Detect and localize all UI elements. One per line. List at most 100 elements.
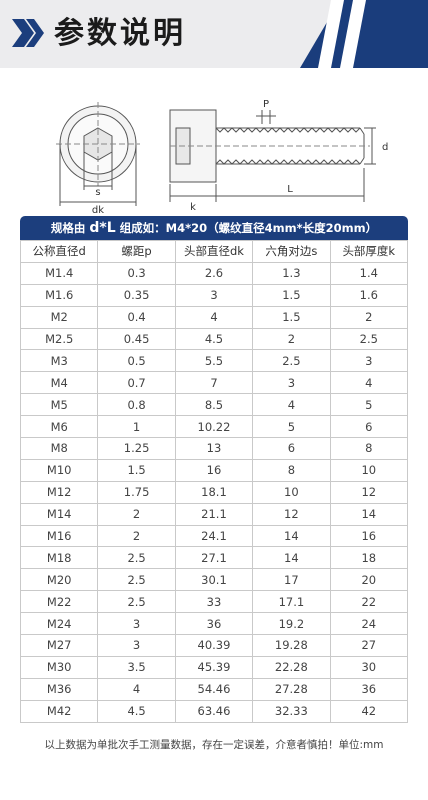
table-cell: 8 xyxy=(252,458,331,482)
table-cell: M2.5 xyxy=(19,327,99,351)
spec-formula: d*L xyxy=(89,220,116,236)
table-cell: 14 xyxy=(252,524,331,548)
column-header: 公称直径d xyxy=(19,240,99,263)
table-cell: M1.6 xyxy=(19,283,99,307)
table-cell: M1.4 xyxy=(19,261,99,285)
table-cell: 6 xyxy=(252,437,331,460)
table-cell: 0.3 xyxy=(97,261,176,285)
table-cell: 16 xyxy=(329,524,409,548)
table-cell: 4 xyxy=(252,393,331,417)
spec-bar: 规格由 d*L 组成如：M4*20（螺纹直径4mm*长度20mm） xyxy=(20,216,408,240)
table-row: M1.6 0.35 3 1.5 1.6 xyxy=(19,283,409,307)
table-cell: M18 xyxy=(19,546,99,570)
table-row: M1.4 0.3 2.6 1.3 1.4 xyxy=(19,261,409,285)
parameter-table-section: 规格由 d*L 组成如：M4*20（螺纹直径4mm*长度20mm） 公称直径d 螺… xyxy=(19,216,409,723)
table-cell: M16 xyxy=(19,524,99,548)
table-cell: 2.5 xyxy=(329,327,409,351)
table-cell: 1.25 xyxy=(97,437,176,460)
table-cell: 8.5 xyxy=(174,393,254,417)
table-cell: 1.5 xyxy=(252,283,331,307)
table-cell: 3 xyxy=(329,349,409,373)
table-cell: 1.4 xyxy=(329,261,409,285)
table-cell: 8 xyxy=(329,437,409,460)
table-cell: 27.1 xyxy=(174,546,254,570)
table-cell: 2.5 xyxy=(252,349,331,373)
table-cell: 2.5 xyxy=(97,590,176,614)
table-cell: 1.5 xyxy=(97,458,176,482)
table-cell: 12 xyxy=(329,480,409,504)
table-cell: 20 xyxy=(329,568,409,592)
table-cell: M42 xyxy=(19,699,99,723)
table-cell: 3 xyxy=(174,283,254,307)
parameter-table: 公称直径d 螺距p 头部直径dk 六角对边s 头部厚度k M1.4 0.3 2.6 1.3 1.… xyxy=(19,240,409,723)
table-cell: M10 xyxy=(19,458,99,482)
table-cell: 17 xyxy=(252,568,331,592)
table-row: M5 0.8 8.5 4 5 xyxy=(19,393,409,417)
table-cell: 6 xyxy=(329,415,409,439)
table-cell: 54.46 xyxy=(174,677,254,701)
table-cell: 30 xyxy=(329,655,409,679)
table-row: M4 0.7 7 3 4 xyxy=(19,371,409,395)
table-cell: 10 xyxy=(329,458,409,482)
table-row: M18 2.5 27.1 14 18 xyxy=(19,546,409,570)
table-cell: 0.35 xyxy=(97,283,176,307)
table-cell: 5 xyxy=(252,415,331,439)
table-row: M2.5 0.45 4.5 2 2.5 xyxy=(19,327,409,351)
table-cell: M6 xyxy=(19,415,99,439)
table-cell: 36 xyxy=(329,677,409,701)
table-cell: 63.46 xyxy=(174,699,254,723)
double-chevron-icon xyxy=(12,19,44,47)
table-cell: 4.5 xyxy=(174,327,254,351)
table-cell: 3 xyxy=(252,371,331,395)
table-cell: 0.5 xyxy=(97,349,176,373)
header-banner: 参数说明 xyxy=(0,0,428,68)
table-cell: 3.5 xyxy=(97,655,176,679)
table-cell: M36 xyxy=(19,677,99,701)
table-row: M14 2 21.1 12 14 xyxy=(19,502,409,526)
table-cell: M20 xyxy=(19,568,99,592)
footnote: 以上数据为单批次手工测量数据，存在一定误差，介意者慎拍！单位:mm xyxy=(44,739,384,751)
table-cell: 0.45 xyxy=(97,327,176,351)
spec-example: 组成如：M4*20（螺纹直径4mm*长度20mm） xyxy=(119,221,378,235)
table-cell: 1.75 xyxy=(97,480,176,504)
table-cell: 36 xyxy=(174,612,254,636)
table-cell: 19.2 xyxy=(252,612,331,636)
table-cell: M2 xyxy=(19,305,99,329)
table-row: M2 0.4 4 1.5 2 xyxy=(19,305,409,329)
table-cell: 2.5 xyxy=(97,546,176,570)
table-cell: 40.39 xyxy=(174,634,254,657)
table-cell: 24.1 xyxy=(174,524,254,548)
table-cell: 1.3 xyxy=(252,261,331,285)
table-row: M30 3.5 45.39 22.28 30 xyxy=(19,655,409,679)
table-cell: 1.5 xyxy=(252,305,331,329)
spec-prefix: 规格由 xyxy=(50,221,86,235)
table-cell: 18 xyxy=(329,546,409,570)
table-cell: 0.4 xyxy=(97,305,176,329)
table-cell: 32.33 xyxy=(252,699,331,723)
screw-technical-drawing: s dk P d k L xyxy=(56,99,388,216)
table-cell: 10.22 xyxy=(174,415,254,439)
table-cell: 3 xyxy=(97,634,176,657)
column-header: 头部直径dk xyxy=(174,240,254,263)
l-label: L xyxy=(287,184,293,195)
table-cell: 14 xyxy=(252,546,331,570)
table-cell: 4 xyxy=(329,371,409,395)
table-cell: 21.1 xyxy=(174,502,254,526)
column-header: 头部厚度k xyxy=(329,240,409,263)
table-cell: 2 xyxy=(97,524,176,548)
table-cell: 1 xyxy=(97,415,176,439)
table-cell: M22 xyxy=(19,590,99,614)
table-body: M1.4 0.3 2.6 1.3 1.4 M1.6 0.35 3 1.5 1.6 M2 0.4 4 1.5… xyxy=(19,261,409,723)
table-cell: 30.1 xyxy=(174,568,254,592)
front-view xyxy=(56,102,140,206)
table-cell: 33 xyxy=(174,590,254,614)
table-cell: 17.1 xyxy=(252,590,331,614)
table-cell: 13 xyxy=(174,437,254,460)
d-label: d xyxy=(382,142,388,153)
column-header: 六角对边s xyxy=(252,240,331,263)
table-cell: 0.8 xyxy=(97,393,176,417)
table-cell: 1.6 xyxy=(329,283,409,307)
k-label: k xyxy=(190,202,196,213)
table-header-row: 公称直径d 螺距p 头部直径dk 六角对边s 头部厚度k xyxy=(19,240,409,263)
table-row: M12 1.75 18.1 10 12 xyxy=(19,480,409,504)
